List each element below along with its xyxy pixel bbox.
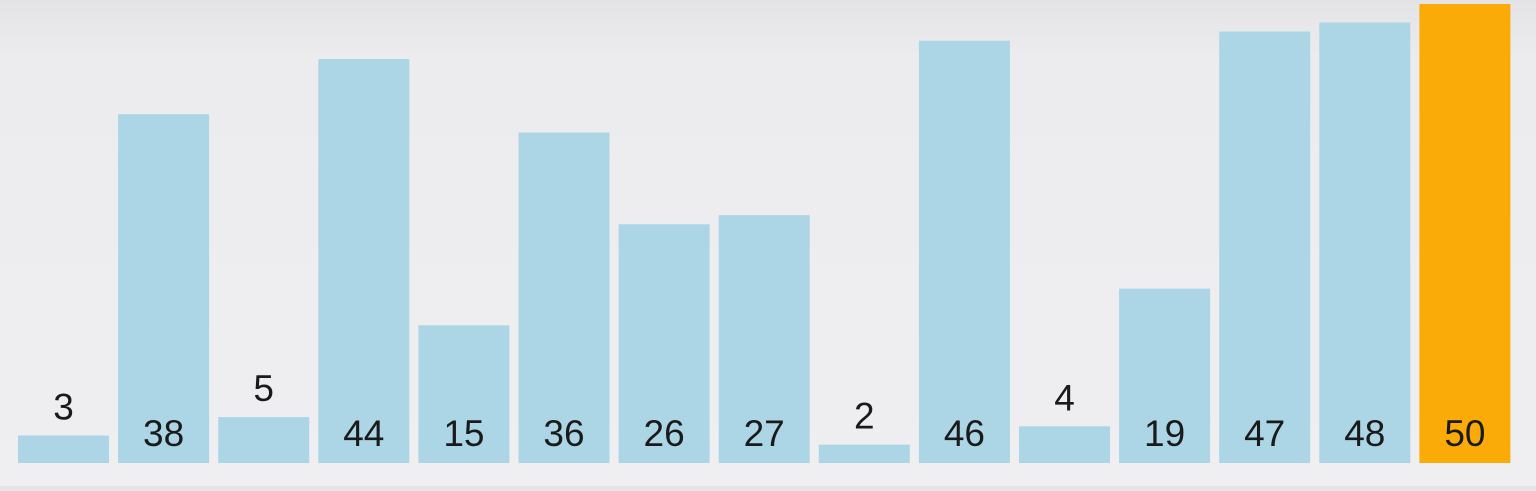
bar-label-10: 46 bbox=[944, 413, 985, 454]
bars-group bbox=[18, 4, 1511, 464]
bar-label-5: 15 bbox=[443, 413, 484, 454]
bar-10 bbox=[918, 40, 1010, 463]
bar-label-9: 2 bbox=[854, 396, 875, 437]
bar-15 bbox=[1419, 4, 1511, 463]
bar-label-8: 27 bbox=[744, 413, 785, 454]
bar-label-11: 4 bbox=[1054, 377, 1075, 418]
bar-4 bbox=[318, 59, 410, 463]
bar-6 bbox=[518, 132, 610, 463]
bar-label-15: 50 bbox=[1444, 413, 1485, 454]
bar-1 bbox=[18, 435, 109, 463]
bar-label-2: 38 bbox=[143, 413, 184, 454]
bar-label-3: 5 bbox=[253, 368, 274, 409]
bar-label-13: 47 bbox=[1244, 413, 1285, 454]
bar-12 bbox=[1119, 288, 1211, 463]
labels-group: 3 38 5 44 15 36 26 27 2 46 4 19 47 48 50 bbox=[53, 368, 1485, 454]
bar-label-14: 48 bbox=[1344, 413, 1385, 454]
bar-label-1: 3 bbox=[53, 387, 74, 428]
bar-label-12: 19 bbox=[1144, 413, 1185, 454]
bar-11 bbox=[1019, 426, 1110, 463]
bar-8 bbox=[718, 215, 810, 463]
bar-9 bbox=[818, 444, 910, 463]
bar-label-4: 44 bbox=[343, 413, 384, 454]
bar-3 bbox=[218, 417, 310, 463]
bar-label-6: 36 bbox=[543, 413, 584, 454]
bar-label-7: 26 bbox=[644, 413, 685, 454]
bar-2 bbox=[118, 114, 210, 463]
bar-14 bbox=[1319, 22, 1411, 464]
bar-7 bbox=[618, 224, 710, 463]
bar-5 bbox=[418, 325, 510, 463]
bar-13 bbox=[1219, 31, 1311, 463]
